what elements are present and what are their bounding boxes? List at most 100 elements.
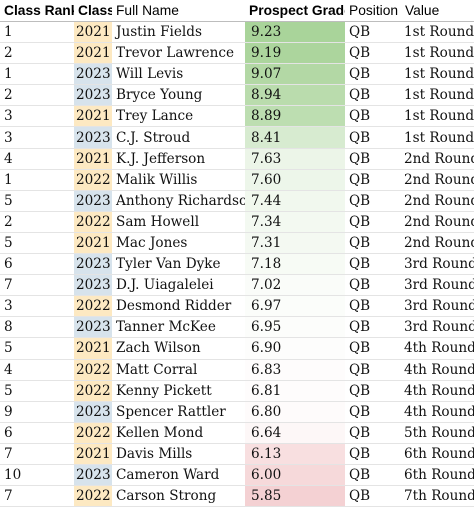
table-row: 3 2022 Desmond Ridder 6.97 QB 3rd Round: [0, 295, 474, 318]
class-cell: 2022: [74, 211, 112, 233]
class-rank-cell: 3: [0, 105, 74, 128]
full-name-cell: Carson Strong: [112, 485, 245, 507]
header-prospect-grade[interactable]: Prospect Grade: [245, 0, 345, 22]
class-rank-cell: 6: [0, 422, 74, 444]
class-cell: 2021: [74, 443, 112, 465]
value-cell: 2nd Round: [401, 190, 474, 212]
value-cell: 2nd Round: [401, 211, 474, 233]
full-name-cell: Cameron Ward: [112, 464, 245, 487]
prospect-grade-cell: 7.02: [245, 274, 345, 297]
class-cell: 2022: [74, 380, 112, 402]
prospect-grade-cell: 8.94: [245, 84, 345, 107]
prospect-grade-cell: 6.95: [245, 316, 345, 339]
value-cell: 2nd Round: [401, 232, 474, 255]
value-cell: 1st Round: [401, 126, 474, 149]
full-name-cell: C.J. Stroud: [112, 126, 245, 149]
prospect-grade-cell: 6.13: [245, 443, 345, 465]
value-cell: 6th Round: [401, 464, 474, 487]
value-cell: 3rd Round: [401, 274, 474, 297]
full-name-cell: Will Levis: [112, 63, 245, 86]
position-cell: QB: [345, 253, 401, 276]
position-cell: QB: [345, 485, 401, 507]
position-cell: QB: [345, 21, 401, 44]
full-name-cell: Tanner McKee: [112, 316, 245, 339]
prospect-grade-cell: 8.89: [245, 105, 345, 128]
prospect-grade-cell: 7.63: [245, 148, 345, 170]
prospect-grade-cell: 6.80: [245, 401, 345, 423]
value-cell: 1st Round: [401, 105, 474, 128]
prospect-grade-cell: 6.90: [245, 337, 345, 360]
header-class[interactable]: Class: [74, 0, 112, 22]
header-class-rank[interactable]: Class Rank: [0, 0, 74, 22]
table-row: 5 2023 Anthony Richardson 7.44 QB 2nd Round: [0, 190, 474, 212]
position-cell: QB: [345, 380, 401, 402]
class-cell: 2021: [74, 105, 112, 128]
position-cell: QB: [345, 443, 401, 465]
value-cell: 5th Round: [401, 422, 474, 444]
class-cell: 2022: [74, 485, 112, 507]
class-rank-cell: 8: [0, 316, 74, 339]
table-row: 5 2021 Zach Wilson 6.90 QB 4th Round: [0, 337, 474, 360]
full-name-cell: Matt Corral: [112, 359, 245, 381]
table-row: 7 2022 Carson Strong 5.85 QB 7th Round: [0, 485, 474, 507]
full-name-cell: Trevor Lawrence: [112, 42, 245, 65]
position-cell: QB: [345, 316, 401, 339]
class-cell: 2021: [74, 232, 112, 255]
prospect-grade-cell: 9.23: [245, 21, 345, 44]
class-cell: 2022: [74, 169, 112, 191]
full-name-cell: Justin Fields: [112, 21, 245, 44]
table-row: 7 2021 Davis Mills 6.13 QB 6th Round: [0, 443, 474, 465]
position-cell: QB: [345, 401, 401, 423]
prospect-grade-cell: 5.85: [245, 485, 345, 507]
class-rank-cell: 7: [0, 443, 74, 465]
table-row: 7 2023 D.J. Uiagalelei 7.02 QB 3rd Round: [0, 274, 474, 297]
position-cell: QB: [345, 126, 401, 149]
table-row: 2 2021 Trevor Lawrence 9.19 QB 1st Round: [0, 42, 474, 65]
header-value[interactable]: Value: [401, 0, 474, 22]
class-cell: 2022: [74, 422, 112, 444]
value-cell: 1st Round: [401, 84, 474, 107]
value-cell: 1st Round: [401, 21, 474, 44]
table-row: 9 2023 Spencer Rattler 6.80 QB 4th Round: [0, 401, 474, 423]
value-cell: 3rd Round: [401, 295, 474, 318]
class-cell: 2022: [74, 359, 112, 381]
class-cell: 2021: [74, 337, 112, 360]
prospect-grade-cell: 8.41: [245, 126, 345, 149]
class-rank-cell: 4: [0, 359, 74, 381]
value-cell: 3rd Round: [401, 316, 474, 339]
class-rank-cell: 5: [0, 337, 74, 360]
table-row: 1 2021 Justin Fields 9.23 QB 1st Round: [0, 21, 474, 44]
class-rank-cell: 1: [0, 169, 74, 191]
class-rank-cell: 2: [0, 211, 74, 233]
class-cell: 2023: [74, 464, 112, 487]
prospect-grade-cell: 9.07: [245, 63, 345, 86]
class-cell: 2023: [74, 401, 112, 423]
class-rank-cell: 7: [0, 274, 74, 297]
position-cell: QB: [345, 274, 401, 297]
value-cell: 2nd Round: [401, 169, 474, 191]
header-position[interactable]: Position: [345, 0, 401, 22]
class-rank-cell: 5: [0, 232, 74, 255]
full-name-cell: Mac Jones: [112, 232, 245, 255]
position-cell: QB: [345, 42, 401, 65]
value-cell: 7th Round: [401, 485, 474, 507]
position-cell: QB: [345, 169, 401, 191]
prospect-grade-cell: 7.18: [245, 253, 345, 276]
table-row: 8 2023 Tanner McKee 6.95 QB 3rd Round: [0, 316, 474, 339]
class-cell: 2023: [74, 84, 112, 107]
header-full-name[interactable]: Full Name: [112, 0, 245, 22]
table-header: Class Rank Class Full Name Prospect Grad…: [0, 0, 474, 22]
table-row: 6 2022 Kellen Mond 6.64 QB 5th Round: [0, 422, 474, 444]
class-cell: 2021: [74, 42, 112, 65]
prospect-grade-cell: 6.83: [245, 359, 345, 381]
full-name-cell: Sam Howell: [112, 211, 245, 233]
header-row: Class Rank Class Full Name Prospect Grad…: [0, 0, 474, 22]
class-rank-cell: 5: [0, 380, 74, 402]
class-rank-cell: 5: [0, 190, 74, 212]
value-cell: 4th Round: [401, 380, 474, 402]
class-cell: 2021: [74, 21, 112, 44]
class-rank-cell: 4: [0, 148, 74, 170]
table-row: 1 2022 Malik Willis 7.60 QB 2nd Round: [0, 169, 474, 191]
prospect-grade-cell: 7.60: [245, 169, 345, 191]
